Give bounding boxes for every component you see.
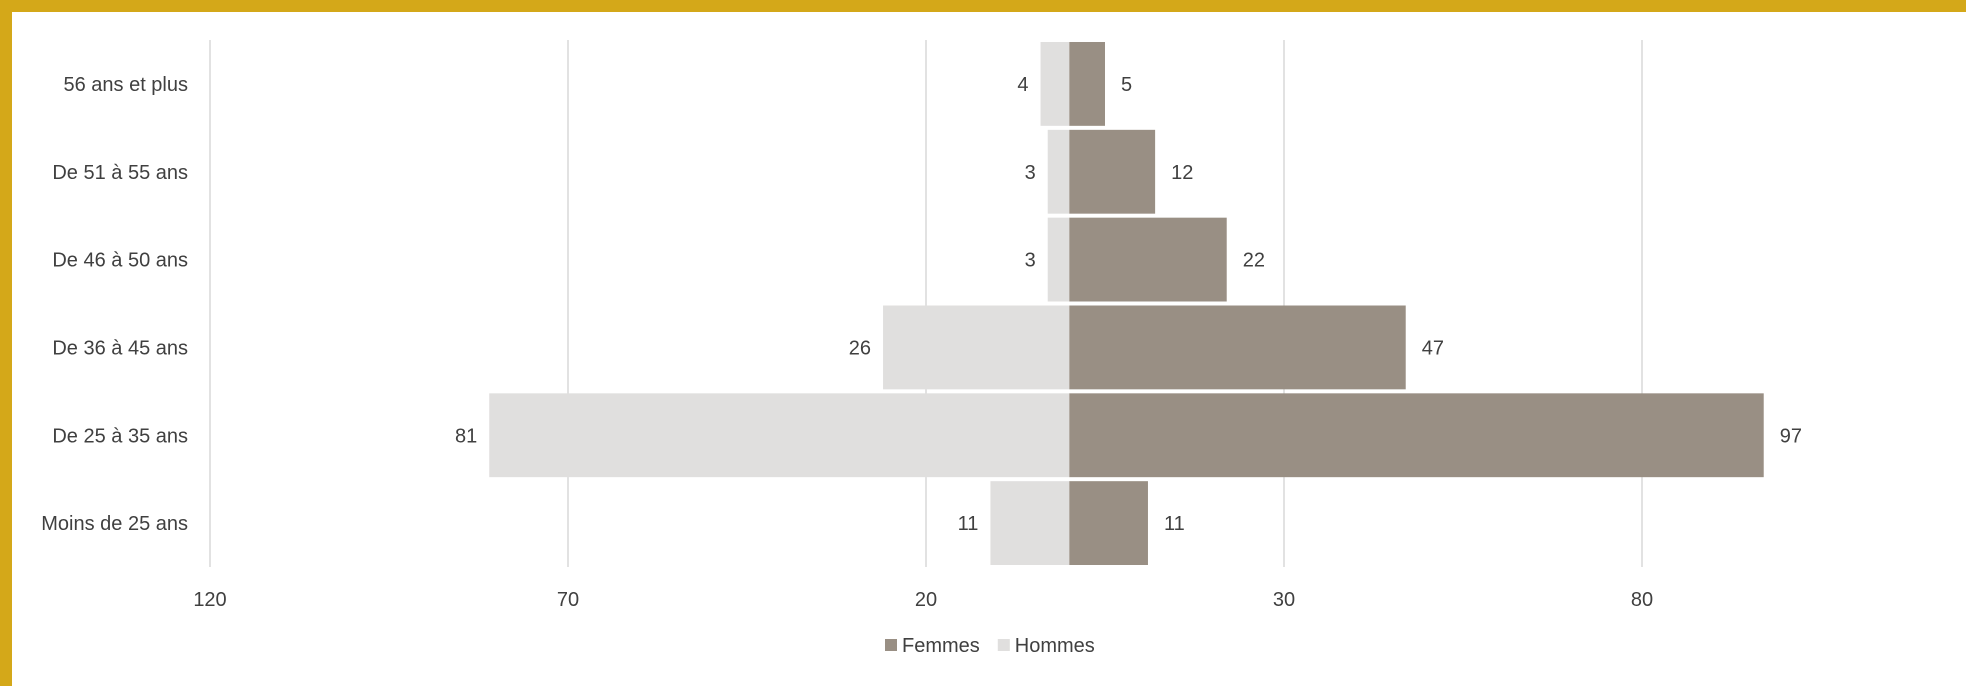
bar-femmes (1069, 393, 1764, 478)
bar-femmes (1069, 481, 1148, 565)
data-label-hommes: 3 (1025, 162, 1036, 184)
bar-femmes (1069, 42, 1105, 126)
bar-femmes (1069, 217, 1227, 302)
data-label-hommes: 4 (1017, 74, 1028, 96)
data-label-hommes: 11 (958, 513, 979, 535)
legend-swatch-femmes (885, 639, 897, 651)
data-label-hommes: 3 (1025, 250, 1036, 272)
data-label-femmes: 12 (1171, 162, 1193, 184)
bar-hommes (1047, 217, 1070, 302)
data-label-femmes: 11 (1164, 513, 1185, 535)
legend-label-hommes: Hommes (1015, 635, 1095, 657)
data-label-hommes: 26 (849, 337, 871, 359)
data-labels: 11 97 47 22 12 5 11 81 26 3 3 4 (455, 74, 1802, 535)
bar-hommes (489, 393, 1070, 478)
x-tick-label: 20 (915, 589, 937, 611)
category-label: De 36 à 45 ans (52, 337, 188, 359)
x-tick-label: 70 (557, 589, 579, 611)
legend: Femmes Hommes (885, 635, 1095, 657)
bars (489, 42, 1764, 565)
data-label-femmes: 22 (1243, 250, 1265, 272)
legend-label-femmes: Femmes (902, 635, 980, 657)
category-label: Moins de 25 ans (41, 513, 188, 535)
value-axis: 120 70 20 30 80 (193, 589, 1653, 611)
x-tick-label: 30 (1273, 589, 1295, 611)
bar-hommes (1047, 129, 1070, 214)
category-axis: Moins de 25 ans De 25 à 35 ans De 36 à 45 … (41, 74, 188, 535)
legend-swatch-hommes (997, 639, 1010, 651)
bar-femmes (1069, 305, 1406, 390)
x-tick-label: 120 (193, 589, 226, 611)
data-label-femmes: 5 (1121, 74, 1132, 96)
bar-hommes (1040, 42, 1070, 126)
category-label: De 51 à 55 ans (52, 162, 188, 184)
category-label: De 46 à 50 ans (52, 250, 188, 272)
data-label-hommes: 81 (455, 425, 477, 447)
gridlines (209, 40, 1643, 567)
bar-hommes (990, 481, 1070, 565)
category-label: De 25 à 35 ans (52, 425, 188, 447)
category-label: 56 ans et plus (63, 74, 188, 96)
data-label-femmes: 97 (1780, 425, 1802, 447)
x-tick-label: 80 (1631, 589, 1653, 611)
bar-hommes (883, 305, 1070, 390)
bar-femmes (1069, 129, 1156, 214)
data-label-femmes: 47 (1422, 337, 1444, 359)
